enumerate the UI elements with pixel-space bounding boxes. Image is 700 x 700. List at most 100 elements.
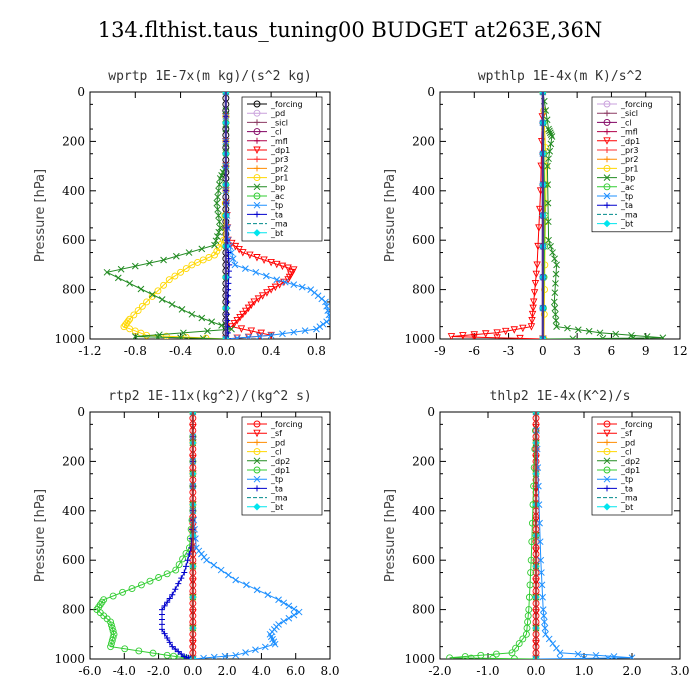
legend: _forcing_sf_pd_cl_dp2_dp1_tp_ta_ma_bt (241, 416, 323, 516)
x-tick-label: -0.8 (124, 344, 147, 358)
legend-item: _ac (597, 183, 634, 192)
data-point (542, 630, 549, 638)
data-point (279, 330, 286, 338)
legend-item: _sicl (247, 118, 288, 127)
data-point (529, 298, 538, 306)
legend-label: _cl (620, 448, 632, 457)
data-point (199, 335, 207, 339)
data-point (271, 640, 279, 648)
data-point (166, 639, 173, 646)
data-point (110, 630, 118, 638)
data-point (319, 320, 327, 328)
data-point (569, 335, 577, 339)
legend-marker (253, 448, 261, 456)
data-point (166, 595, 173, 602)
data-point (290, 605, 298, 613)
legend-label: _bt (620, 503, 633, 512)
data-point (108, 637, 116, 644)
data-point (169, 591, 176, 598)
data-point (544, 199, 552, 207)
data-point (216, 175, 224, 182)
legend-label: _pr1 (620, 164, 638, 173)
x-tick-label: -1.0 (476, 664, 499, 678)
legend-label: _tp (270, 201, 283, 210)
data-point (298, 283, 306, 291)
data-point (546, 127, 553, 135)
y-tick-label: 1000 (54, 652, 85, 666)
legend-item: _ma (597, 210, 638, 219)
data-point (536, 519, 543, 527)
legend-label: _dp1 (270, 466, 290, 475)
data-point (552, 317, 560, 324)
data-point (537, 556, 545, 564)
data-point (535, 205, 544, 214)
data-point (215, 244, 223, 252)
data-point (532, 655, 540, 659)
data-point (280, 599, 288, 607)
legend-item: _pr2 (247, 164, 288, 173)
legend-marker (603, 503, 611, 511)
legend-item: _dp2 (597, 457, 640, 466)
data-point (154, 333, 162, 339)
data-point (549, 640, 557, 647)
data-point (527, 556, 535, 564)
data-point (243, 581, 250, 589)
x-tick-label: -9 (434, 344, 446, 358)
data-point (161, 630, 168, 637)
data-point (186, 551, 193, 558)
data-point (148, 291, 156, 298)
series-dp1 (93, 412, 197, 659)
data-point (213, 199, 221, 207)
legend-item: _pr3 (247, 155, 288, 164)
legend-marker (604, 110, 610, 117)
data-point (549, 249, 556, 256)
legend-label: _pd (620, 438, 635, 447)
data-point (529, 304, 537, 313)
data-point (131, 262, 139, 270)
data-point (183, 563, 189, 570)
legend-marker (253, 109, 261, 117)
data-point (539, 606, 547, 613)
data-point (107, 643, 115, 651)
data-point (180, 329, 187, 337)
x-tick-label: 4.0 (252, 664, 271, 678)
legend-label: _pr1 (270, 174, 288, 183)
data-point (325, 311, 330, 319)
legend-label: _pr3 (620, 146, 638, 155)
legend-label: _ma (270, 220, 288, 229)
data-point (459, 332, 467, 339)
legend: _forcing_sf_pd_cl_dp2_dp1_tp_ta_ma_bt (591, 416, 673, 516)
data-point (510, 655, 518, 659)
data-point (544, 162, 551, 170)
data-point (262, 272, 270, 280)
legend-marker (603, 448, 611, 456)
legend: _forcing_sicl_cl_mfl_dp1_pr3_pr2_pr1_bp_… (591, 96, 673, 233)
x-tick-label: 9 (642, 344, 650, 358)
legend-marker (253, 100, 261, 108)
data-point (316, 323, 324, 331)
data-point (126, 280, 133, 287)
legend-item: _bt (597, 503, 633, 512)
data-point (538, 569, 545, 576)
legend-marker (253, 466, 261, 474)
legend-label: _cl (270, 128, 282, 137)
legend-label: _bp (270, 183, 285, 192)
data-point (295, 608, 303, 616)
y-tick-label: 600 (412, 553, 435, 567)
series-bp (539, 92, 667, 339)
legend-item: _ta (597, 201, 633, 210)
legend-marker (253, 192, 261, 200)
data-point (170, 652, 178, 659)
data-point (119, 588, 127, 596)
data-point (553, 323, 560, 331)
legend-marker (603, 219, 611, 228)
legend-marker (604, 128, 610, 135)
data-point (323, 302, 330, 310)
x-tick-label: 1.0 (574, 664, 593, 678)
data-point (210, 561, 218, 569)
data-point (198, 245, 206, 253)
legend-item: _cl (597, 118, 632, 127)
data-point (551, 304, 559, 312)
legend-marker (603, 457, 611, 465)
data-point (527, 323, 536, 331)
